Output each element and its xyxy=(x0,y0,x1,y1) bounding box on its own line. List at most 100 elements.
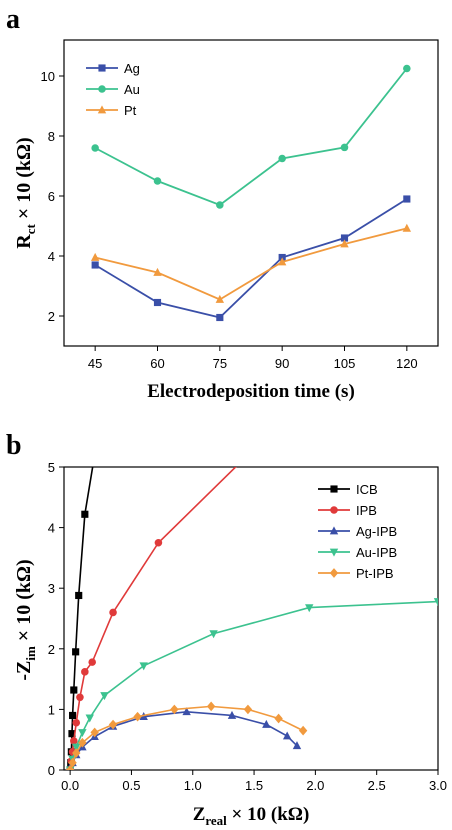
legend-label: Ag-IPB xyxy=(356,524,397,539)
y-tick-label: 5 xyxy=(48,460,55,475)
legend-label: Au xyxy=(124,82,140,97)
legend-label: Pt xyxy=(124,103,137,118)
data-point-ag xyxy=(403,195,411,203)
x-tick-label: 3.0 xyxy=(429,778,447,793)
panel-b-series-group xyxy=(65,451,438,770)
data-point-au-ipb xyxy=(72,743,81,752)
data-point-pt-ipb xyxy=(274,713,283,724)
data-point-icb xyxy=(75,591,83,600)
x-tick-label: 60 xyxy=(150,356,164,371)
data-point-ag-ipb xyxy=(292,741,302,750)
data-point-au xyxy=(91,144,99,152)
panel-b-x-axis: 0.0 0.5 1.0 1.5 2.0 2.5 3.0 xyxy=(61,770,447,793)
data-point-au-ipb xyxy=(433,598,438,607)
y-tick-label: 4 xyxy=(48,249,55,264)
y-tick-label: 10 xyxy=(41,69,55,84)
data-point-pt-ipb xyxy=(78,737,87,748)
series-line-pt xyxy=(94,227,408,301)
x-tick-label: 1.5 xyxy=(245,778,263,793)
panel-a-y-axis-title: Rct × 10 (kΩ) xyxy=(13,137,38,248)
legend-marker xyxy=(98,85,106,93)
data-point-au xyxy=(278,154,286,163)
data-point-pt-ipb xyxy=(206,701,216,712)
series-line-ipb xyxy=(69,467,237,770)
data-point-ipb xyxy=(88,658,96,666)
y-tick-label: 1 xyxy=(48,702,55,717)
data-point-au-ipb xyxy=(85,714,94,723)
panel-b-chart: b 0.0 0.5 1.0 1.5 2.0 2.5 3.0 0 1 2 3 4 5 ICB IPB Ag-… xyxy=(6,430,447,828)
data-point-ipb xyxy=(70,737,78,745)
data-point-ag-ipb xyxy=(227,710,237,719)
data-point-pt-ipb xyxy=(298,725,308,736)
x-tick-label: 1.0 xyxy=(184,778,202,793)
x-tick-label: 105 xyxy=(334,356,356,371)
data-point-ipb xyxy=(76,693,84,702)
data-point-pt-ipb xyxy=(72,748,81,758)
legend-label: IPB xyxy=(356,503,377,518)
data-point-pt xyxy=(215,294,225,303)
data-point-au xyxy=(340,143,349,152)
x-tick-label: 2.0 xyxy=(306,778,324,793)
panel-b-y-axis-title: -Zim × 10 (kΩ) xyxy=(13,559,38,680)
data-point-ag xyxy=(340,234,349,242)
panel-b-y-axis: 0 1 2 3 4 5 xyxy=(48,460,64,778)
series-line-ag xyxy=(94,198,408,319)
legend-label: Pt-IPB xyxy=(356,566,394,581)
data-point-icb xyxy=(70,686,78,694)
legend-marker xyxy=(329,526,339,535)
data-point-au-ipb xyxy=(305,604,314,613)
data-point-ag xyxy=(153,298,162,307)
data-point-pt xyxy=(340,239,349,248)
data-point-icb xyxy=(69,711,77,720)
data-point-pt-ipb xyxy=(170,704,179,715)
data-point-ipb xyxy=(109,608,117,617)
data-point-ipb xyxy=(154,538,163,547)
panel-b-plot-frame xyxy=(63,466,439,771)
data-point-pt xyxy=(402,223,412,232)
legend-marker xyxy=(330,506,338,514)
data-point-au-ipb xyxy=(209,630,218,639)
data-point-pt xyxy=(153,267,162,276)
y-tick-label: 3 xyxy=(48,581,55,596)
series-line-ag-ipb xyxy=(69,711,298,770)
panel-b-legend: ICB IPB Ag-IPB Au-IPB Pt-IPB xyxy=(318,482,397,581)
data-point-ag-ipb xyxy=(262,719,271,728)
x-tick-label: 75 xyxy=(213,356,227,371)
data-point-au-ipb xyxy=(100,692,109,701)
data-point-ag xyxy=(216,313,224,322)
legend-label: ICB xyxy=(356,482,378,497)
legend-marker xyxy=(98,64,106,72)
x-tick-label: 0.0 xyxy=(61,778,79,793)
data-point-pt-ipb xyxy=(243,704,253,715)
y-tick-label: 6 xyxy=(48,189,55,204)
data-point-icb xyxy=(91,451,98,458)
legend-marker xyxy=(330,485,338,493)
data-point-au-ipb xyxy=(139,662,148,671)
legend-label: Au-IPB xyxy=(356,545,397,560)
y-tick-label: 8 xyxy=(48,129,55,144)
panel-a-series-group xyxy=(90,64,412,322)
data-point-pt-ipb xyxy=(68,757,77,768)
data-point-ipb xyxy=(72,718,81,727)
panel-a-plot-frame xyxy=(63,39,439,347)
panel-a-x-axis: 45 60 75 90 105 120 xyxy=(88,346,418,371)
x-tick-label: 45 xyxy=(88,356,102,371)
y-tick-label: 0 xyxy=(48,763,55,778)
data-point-ipb xyxy=(238,457,246,465)
data-point-pt xyxy=(277,257,287,266)
legend-label: Ag xyxy=(124,61,140,76)
x-tick-label: 120 xyxy=(396,356,418,371)
panel-b-x-axis-title: Zreal × 10 (kΩ) xyxy=(193,804,310,828)
data-point-au xyxy=(403,64,411,73)
data-point-icb xyxy=(68,730,76,738)
data-point-pt-ipb xyxy=(133,711,142,722)
series-line-au xyxy=(94,67,408,207)
panel-a-y-axis: 2 4 6 8 10 xyxy=(41,69,64,324)
data-point-ag xyxy=(91,261,99,269)
x-tick-label: 0.5 xyxy=(122,778,140,793)
panel-a-label: a xyxy=(6,4,20,35)
data-point-pt-ipb xyxy=(65,765,75,770)
panel-a-chart: a 45 60 75 90 105 120 2 4 6 8 10 Ag Au Pt Electrode… xyxy=(6,4,439,402)
series-line-pt-ipb xyxy=(69,705,304,770)
